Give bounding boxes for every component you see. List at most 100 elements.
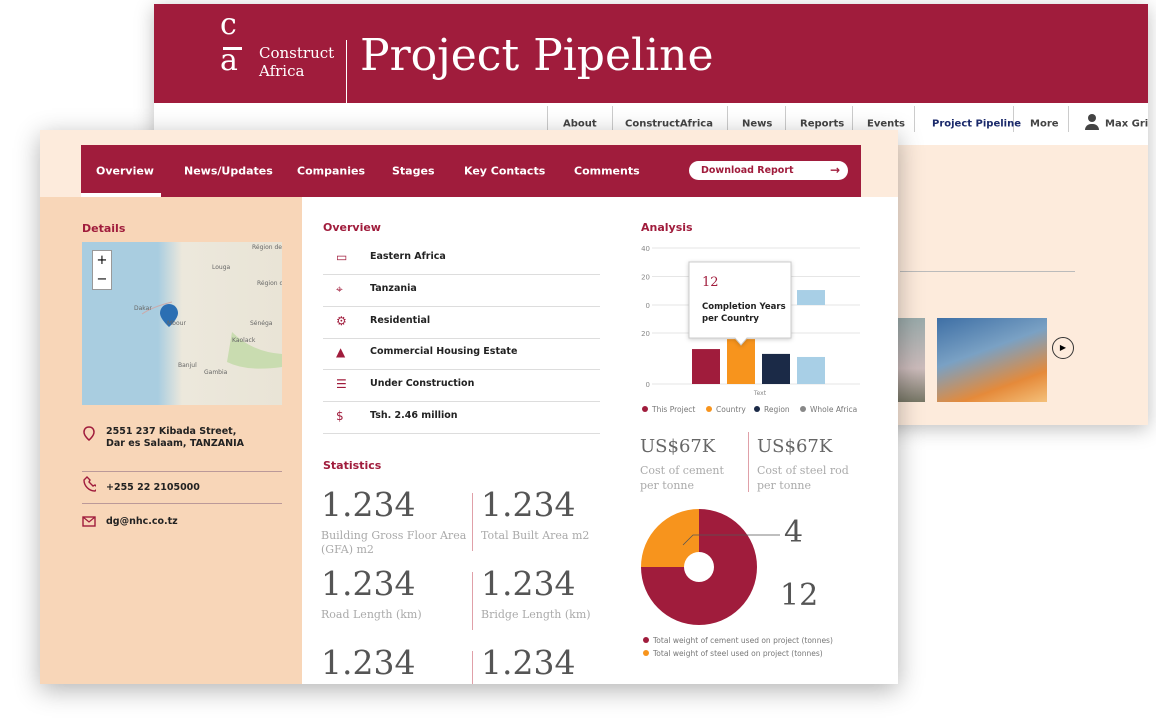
rule [323,401,600,403]
stat-value: 1.234 [321,485,416,524]
separator [612,106,613,132]
cost-label: per tonne [757,479,812,492]
legend-dot [642,406,648,412]
stat-label: (GFA) m2 [321,543,374,556]
overview-item: Tsh. 2.46 million [370,410,458,421]
y-tick-label: 20 [641,330,650,338]
logo-bottom: a [220,43,238,78]
overview-item: Tanzania [370,282,417,294]
map-label: Kaolack [232,337,256,344]
legend-dot [706,406,712,412]
rule [323,305,600,307]
cost-label: Cost of steel rod [757,464,849,477]
tab[interactable]: Comments [574,164,640,178]
y-tick-label: 0 [646,381,650,389]
map-shapes [141,301,282,369]
cost-value: US$67K [640,436,716,457]
tooltip-text: per Country [702,314,759,324]
bar-chart: 0 20 40 0 20 Text 12 Completion Years per Countr… [641,245,860,414]
map-label: Région de Diourbel [257,280,282,287]
tab-underline [81,193,161,197]
legend-label: Total weight of cement used on project (… [652,636,833,645]
stat-label: Bridge Length (km) [481,608,591,621]
logo-top: c [220,7,237,42]
tab[interactable]: News/Updates [184,164,273,178]
brand: Africa [259,62,305,80]
header: c a Construct Africa Project Pipeline [154,4,1148,103]
overview-item: Residential [370,314,431,326]
rule [900,271,1075,272]
bar [797,356,825,384]
pin [160,304,178,327]
cost-value: US$67K [757,436,833,457]
logo-bar [223,47,242,50]
tooltip-text: Completion Years [702,302,786,312]
y-tick-label: 0 [646,302,650,310]
bar [762,353,790,384]
donut-slice [641,509,699,567]
icon: $ [336,409,344,423]
donut-chart: 4 12 Total weight of cement used on projec… [641,509,833,658]
tab[interactable]: Companies [297,164,365,178]
email: dg@nhc.co.tz [106,516,178,527]
map[interactable]: + − Louga Dakar Mbour Sénéga Kaolack Banjul Gam… [82,242,282,405]
image [897,318,925,402]
user-name: Max Griffi [1105,118,1148,130]
nav-item: Project Pipeline [932,118,1021,130]
overview-item: Commercial Housing Estate [370,346,518,358]
separator [1013,106,1014,132]
divider [472,651,473,684]
stat-value: 1.234 [321,564,416,603]
phone: +255 22 2105000 [106,482,200,493]
donut-slice [641,509,757,625]
separator [547,106,548,132]
map-label: Dakar [134,305,152,312]
address: Dar es Salaam, TANZANIA [106,438,244,449]
icon: ⚙ [336,313,347,328]
legend-label: Country [716,405,746,414]
tab-bar: Download Report → Overview News/Updates Com… [81,145,861,197]
stat-label: Total Built Area m2 [481,529,590,542]
donut-label: 12 [780,578,818,613]
tab[interactable]: Key Contacts [464,164,546,178]
contact-icons [82,426,96,527]
rule [323,274,600,275]
stat-value: 1.234 [321,643,416,682]
rule [323,337,600,339]
divider [472,493,473,551]
legend-dot [643,650,649,656]
heading: Statistics [323,459,382,472]
nav-item: ConstructAfrica [625,118,713,130]
rule [323,369,600,371]
overview-item: Eastern Africa [370,251,446,262]
bar [692,349,720,384]
divider [748,432,749,492]
zoom-controls[interactable]: + − [92,250,112,290]
user-icon [1088,114,1096,122]
legend-label: Region [764,405,790,414]
heading: Details [82,222,126,235]
heading: Overview [323,221,381,234]
next-button[interactable]: ▶ [1052,337,1074,359]
arrow: → [829,163,840,177]
map-label: Sénéga [250,320,273,327]
download-button[interactable]: Download Report → [689,161,848,180]
nav-item: More [1030,118,1059,130]
x-axis-label: Text [753,390,767,397]
bar [797,290,825,305]
separator [1068,106,1069,132]
tab[interactable]: Overview [96,164,154,178]
map-label: Mbour [167,320,186,327]
legend-label: This Project [651,405,695,414]
map-label: Région de Saint-Louis [252,244,282,251]
legend-label: Whole Africa [810,405,857,414]
map-label: Banjul [178,362,197,369]
page-title: Project Pipeline [360,30,714,81]
rule [82,471,282,472]
tab[interactable]: Stages [392,164,435,178]
cost-label: per tonne [640,479,695,492]
overview-item: Under Construction [370,378,475,390]
separator [914,106,915,132]
y-tick-label: 20 [641,274,650,282]
